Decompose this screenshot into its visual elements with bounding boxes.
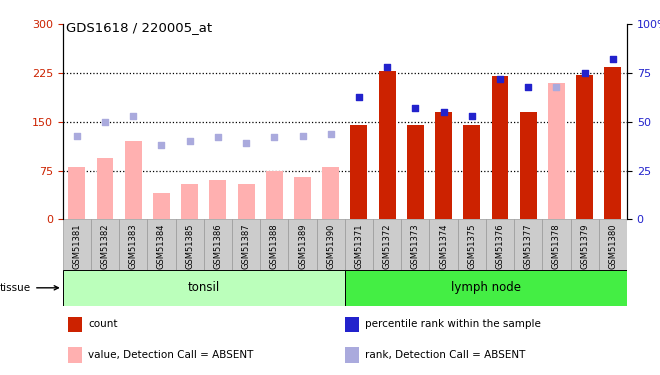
Text: GSM51386: GSM51386 [213,224,222,269]
Bar [125,141,142,219]
Text: GDS1618 / 220005_at: GDS1618 / 220005_at [66,21,212,34]
Point [382,64,393,70]
Text: count: count [88,320,117,329]
Bar [69,347,82,363]
Bar [492,76,508,219]
Text: GSM51374: GSM51374 [439,224,448,269]
Text: value, Detection Call = ABSENT: value, Detection Call = ABSENT [88,350,253,360]
Point [410,105,420,111]
Bar [570,219,599,270]
Bar [401,219,430,270]
Bar [599,219,627,270]
Point [325,130,336,136]
Text: tissue: tissue [0,283,58,293]
Bar [232,219,260,270]
Bar [345,219,373,270]
Point [184,138,195,144]
Bar [543,219,570,270]
Point [128,113,139,119]
Bar [605,67,621,219]
Bar [96,158,114,219]
Bar [266,171,282,219]
Bar [520,112,537,219]
Text: GSM51375: GSM51375 [467,224,477,269]
Text: rank, Detection Call = ABSENT: rank, Detection Call = ABSENT [364,350,525,360]
Bar [69,317,82,332]
Bar [176,219,204,270]
Text: GSM51385: GSM51385 [185,224,194,269]
Bar [548,83,565,219]
Text: GSM51376: GSM51376 [496,224,504,269]
Text: percentile rank within the sample: percentile rank within the sample [364,320,541,329]
Bar [182,184,198,219]
Point [100,119,110,125]
Bar [373,219,401,270]
Bar [294,177,311,219]
Text: GSM51380: GSM51380 [609,224,617,269]
Point [551,84,562,90]
Bar [345,347,359,363]
Text: GSM51390: GSM51390 [326,224,335,269]
Bar [147,219,176,270]
Point [297,132,308,138]
Point [523,84,533,90]
Text: GSM51381: GSM51381 [73,224,81,269]
Bar [463,125,480,219]
Text: lymph node: lymph node [451,281,521,294]
Bar [379,71,395,219]
Bar [345,270,627,306]
Bar [204,219,232,270]
Point [241,140,251,146]
Text: GSM51371: GSM51371 [354,224,364,269]
Point [495,76,506,82]
Bar [458,219,486,270]
Bar [350,125,368,219]
Bar [63,219,91,270]
Bar [288,219,317,270]
Bar [317,219,345,270]
Bar [119,219,147,270]
Text: GSM51384: GSM51384 [157,224,166,269]
Bar [345,317,359,332]
Bar [238,184,255,219]
Text: GSM51379: GSM51379 [580,224,589,269]
Text: GSM51383: GSM51383 [129,224,138,269]
Text: tonsil: tonsil [187,281,220,294]
Point [438,109,449,115]
Text: GSM51377: GSM51377 [524,224,533,269]
Point [213,135,223,141]
Bar [63,270,345,306]
Text: GSM51378: GSM51378 [552,224,561,269]
Text: GSM51372: GSM51372 [383,224,391,269]
Bar [209,180,226,219]
Point [71,132,82,138]
Bar [153,194,170,219]
Bar [430,219,458,270]
Point [579,70,590,76]
Bar [69,167,85,219]
Bar [322,167,339,219]
Point [156,142,167,148]
Point [467,113,477,119]
Text: GSM51388: GSM51388 [270,224,279,269]
Text: GSM51389: GSM51389 [298,224,307,269]
Bar [435,112,452,219]
Bar [91,219,119,270]
Bar [260,219,288,270]
Point [354,93,364,99]
Point [608,57,618,63]
Bar [514,219,543,270]
Point [269,135,280,141]
Text: GSM51382: GSM51382 [100,224,110,269]
Bar [486,219,514,270]
Text: GSM51387: GSM51387 [242,224,251,269]
Bar [576,75,593,219]
Text: GSM51373: GSM51373 [411,224,420,269]
Bar [407,125,424,219]
